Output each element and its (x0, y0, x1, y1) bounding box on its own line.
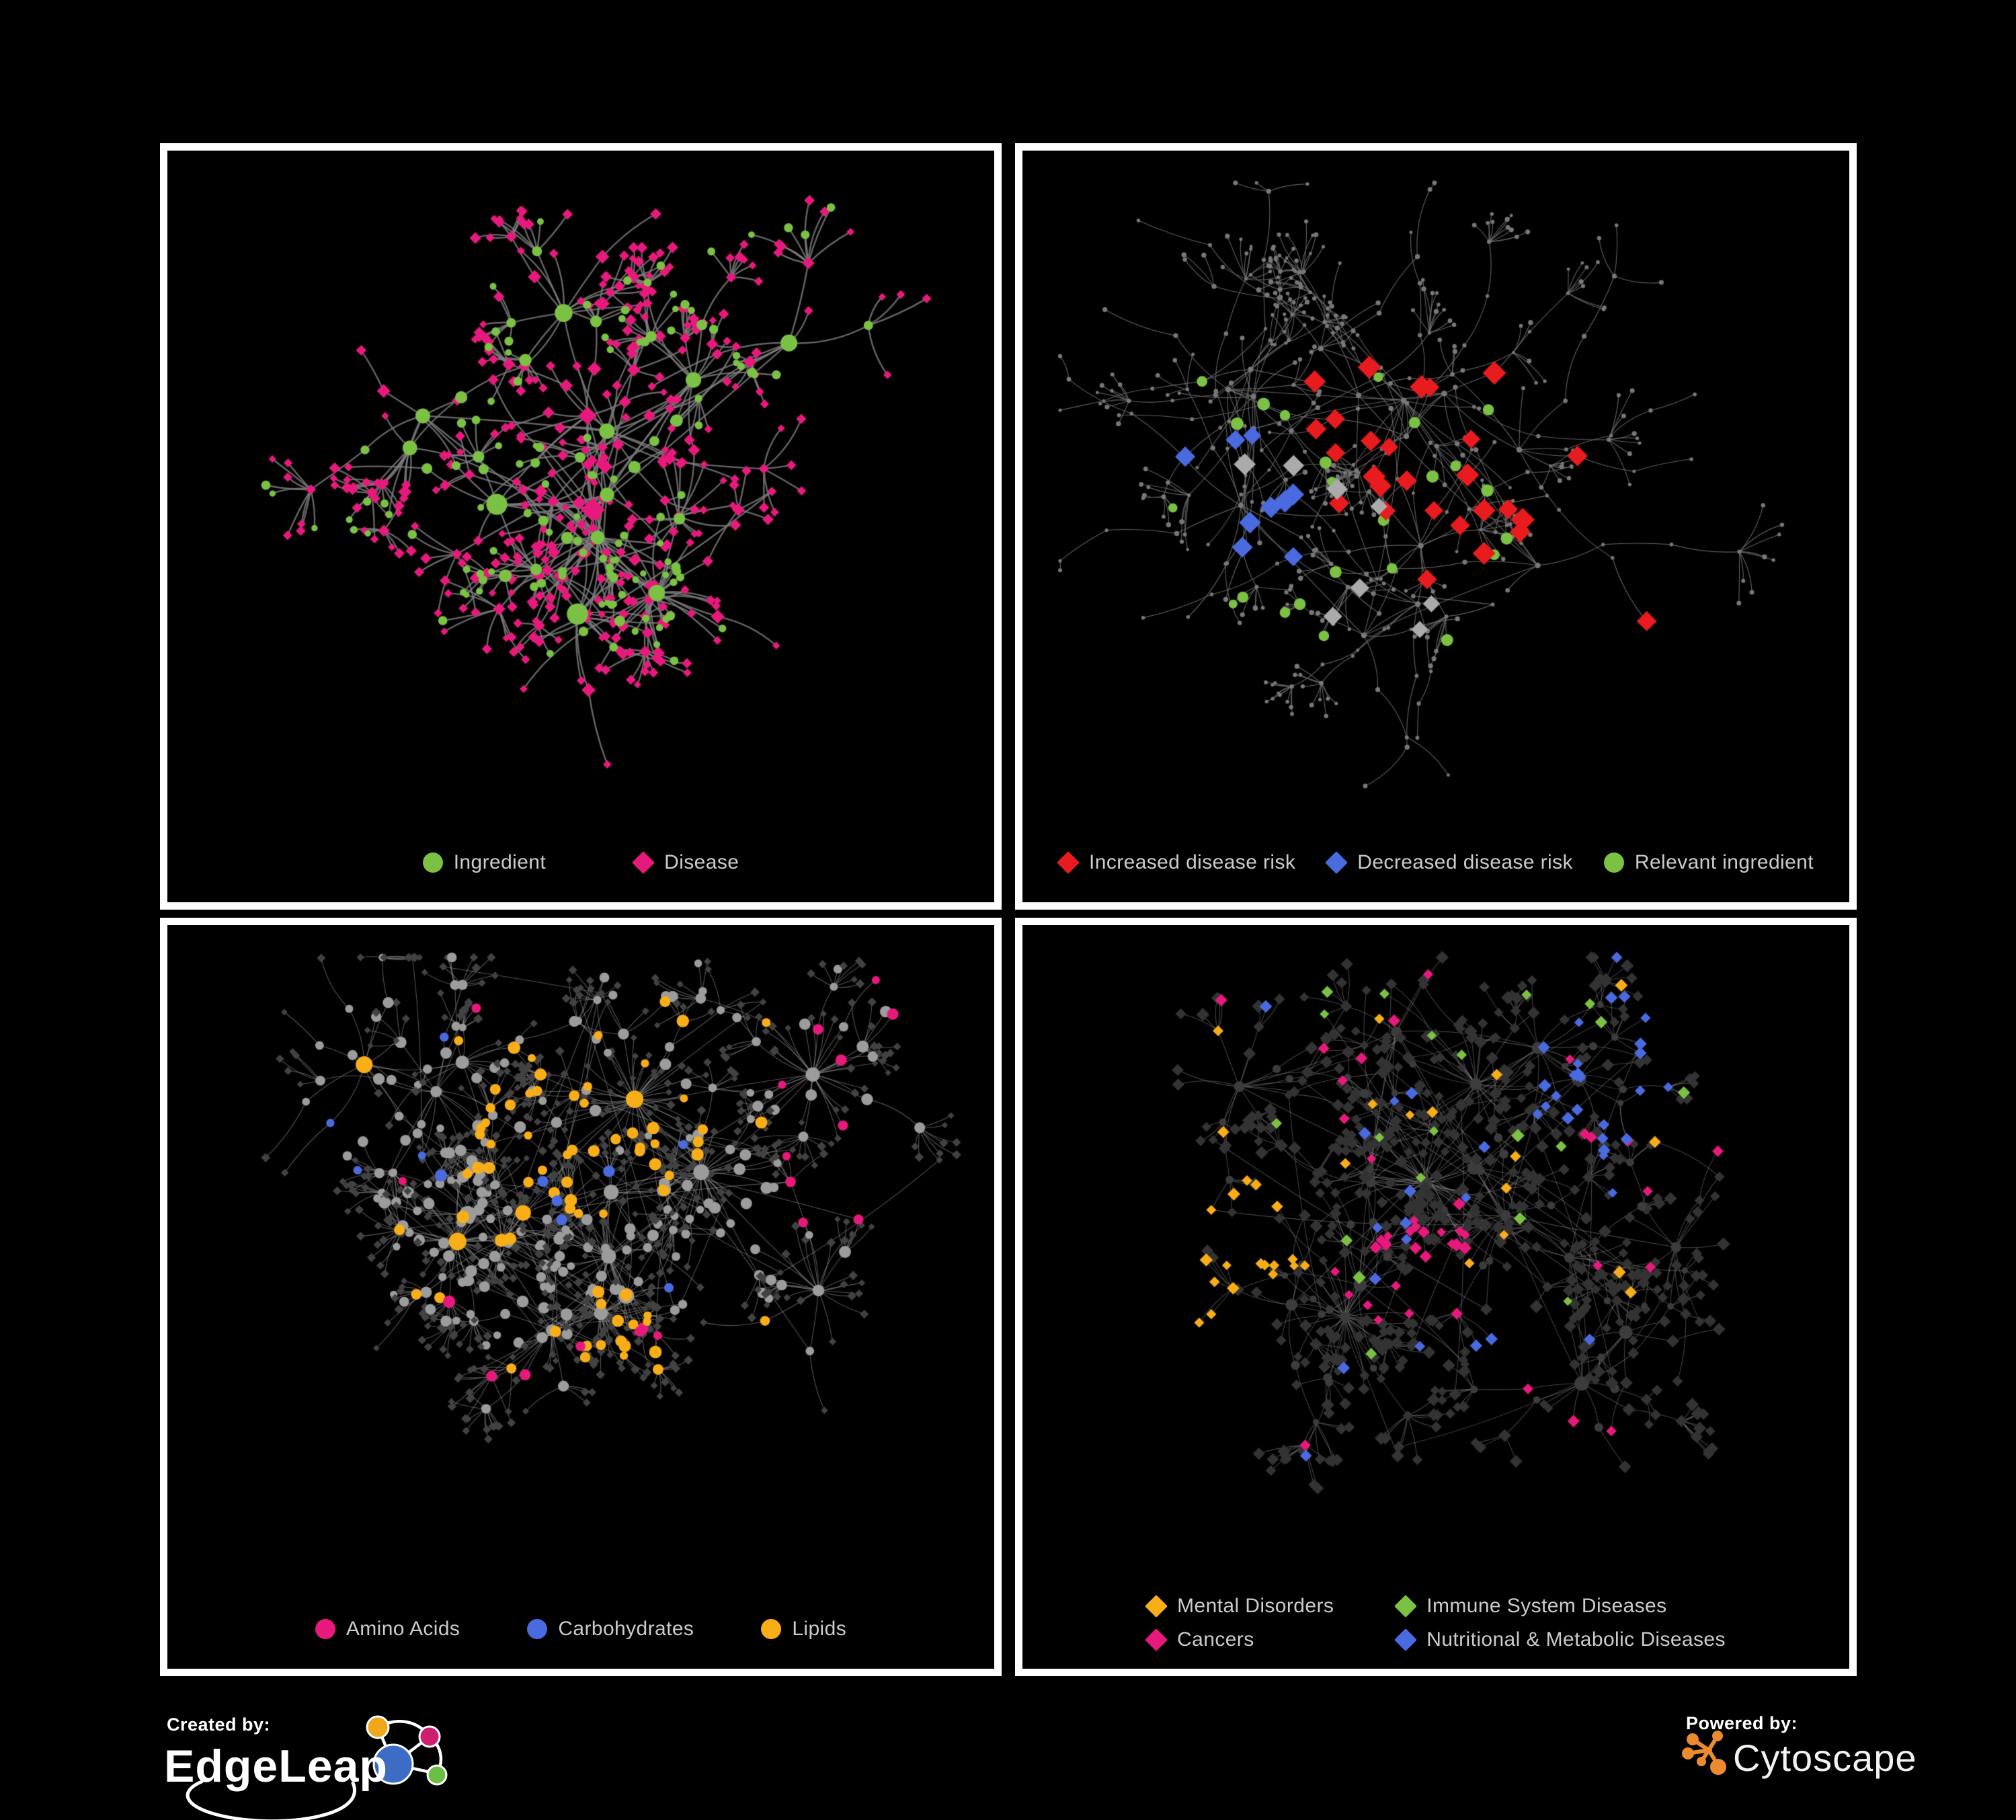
legend-item-amino-acids: Amino Acids (315, 1618, 460, 1640)
legend-item-metabolic-diseases: Nutritional & Metabolic Diseases (1394, 1628, 1726, 1651)
created-by-label: Created by: (167, 1714, 271, 1735)
ingredient-circle-icon (422, 853, 443, 873)
panel-disease-classes: Mental Disorders Immune System Diseases … (1015, 918, 1857, 1676)
edgeleap-logo (186, 1715, 448, 1820)
legend-item-lipids: Lipids (761, 1618, 846, 1640)
cytoscape-nodes (1682, 1731, 1726, 1775)
powered-by-block: Powered by: Cytoscape (1678, 1713, 1917, 1794)
legend-disease-risk: Increased disease risk Decreased disease… (1022, 851, 1849, 874)
immune-diseases-diamond-icon (1394, 1595, 1418, 1618)
legend-disease-classes: Mental Disorders Immune System Diseases … (1022, 1595, 1849, 1651)
legend-item-mental-disorders: Mental Disorders (1145, 1595, 1334, 1618)
legend-item-increased-risk: Increased disease risk (1057, 851, 1296, 874)
cytoscape-edges (1687, 1735, 1720, 1767)
metabolic-diseases-diamond-icon (1394, 1628, 1418, 1651)
network-ingredient-disease (167, 151, 994, 902)
legend-label-relevant-ingredient: Relevant ingredient (1634, 851, 1814, 873)
legend-label-metabolic-diseases: Nutritional & Metabolic Diseases (1426, 1628, 1726, 1651)
increased-risk-diamond-icon (1057, 851, 1080, 874)
legend-item-ingredient: Ingredient (422, 851, 547, 874)
legend-label-decreased-risk: Decreased disease risk (1357, 851, 1573, 873)
edgeleap-blue-node (372, 1743, 414, 1785)
network-disease-risk (1022, 151, 1849, 902)
decreased-risk-diamond-icon (1325, 851, 1348, 874)
panel-ingredient-disease: Ingredient Disease (160, 143, 1002, 910)
cytoscape-wordmark: Cytoscape (1733, 1737, 1917, 1779)
panel-ingredient-classes: Amino Acids Carbohydrates Lipids (160, 918, 1002, 1676)
lipids-circle-icon (761, 1619, 782, 1639)
legend-item-decreased-risk: Decreased disease risk (1325, 851, 1573, 874)
legend-item-disease: Disease (632, 851, 739, 874)
legend-item-relevant-ingredient: Relevant ingredient (1603, 851, 1814, 874)
cancers-diamond-icon (1145, 1628, 1168, 1651)
legend-item-cancers: Cancers (1145, 1628, 1254, 1651)
legend-ingredient-classes: Amino Acids Carbohydrates Lipids (167, 1618, 994, 1640)
mental-disorders-diamond-icon (1145, 1595, 1168, 1618)
legend-label-increased-risk: Increased disease risk (1089, 851, 1296, 873)
network-disease-classes (1022, 925, 1849, 1669)
relevant-ingredient-circle-icon (1603, 853, 1624, 873)
legend-label-amino-acids: Amino Acids (346, 1618, 460, 1640)
created-by-block: Created by: EdgeLeap (161, 1712, 538, 1820)
amino-acids-circle-icon (315, 1619, 335, 1639)
cytoscape-logo (1682, 1731, 1726, 1775)
legend-label-immune-diseases: Immune System Diseases (1426, 1595, 1667, 1617)
legend-label-mental-disorders: Mental Disorders (1177, 1595, 1334, 1617)
edgeleap-orange-node (366, 1715, 390, 1739)
panel-disease-risk: Increased disease risk Decreased disease… (1015, 143, 1857, 910)
edgeleap-pink-node (418, 1725, 441, 1748)
disease-diamond-icon (632, 851, 655, 874)
legend-ingredient-disease: Ingredient Disease (167, 851, 994, 874)
legend-label-carbohydrates: Carbohydrates (558, 1618, 694, 1640)
edgeleap-wordmark: EdgeLeap (164, 1741, 388, 1792)
edgeleap-green-node (426, 1764, 448, 1786)
legend-item-carbohydrates: Carbohydrates (527, 1618, 694, 1640)
legend-label-lipids: Lipids (792, 1618, 847, 1640)
legend-label-ingredient: Ingredient (453, 851, 547, 873)
powered-by-label: Powered by: (1686, 1713, 1798, 1733)
network-ingredient-classes (167, 925, 994, 1669)
legend-label-cancers: Cancers (1177, 1628, 1254, 1651)
carbohydrates-circle-icon (527, 1619, 548, 1639)
legend-item-immune-diseases: Immune System Diseases (1394, 1595, 1667, 1618)
legend-label-disease: Disease (664, 851, 739, 873)
